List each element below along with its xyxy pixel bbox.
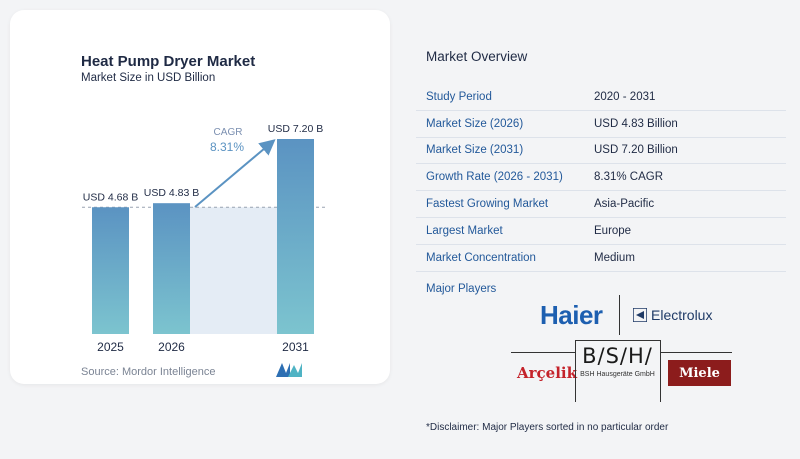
overview-row-value: Asia-Pacific [594, 198, 655, 211]
divider [619, 295, 620, 335]
source-text: Source: Mordor Intelligence [81, 366, 216, 378]
divider [511, 352, 575, 353]
cagr-label: CAGR [214, 127, 243, 138]
overview-row: Market Concentration Medium [416, 245, 786, 272]
disclaimer: *Disclaimer: Major Players sorted in no … [426, 422, 669, 433]
bar-chart: USD 4.68 B 2025 USD 4.83 B 2026 USD 7.20 B 20… [82, 123, 328, 354]
overview-row-label: Fastest Growing Market [426, 198, 549, 211]
overview-row-label: Largest Market [426, 224, 503, 237]
mordor-logo-icon [276, 363, 302, 377]
divider [660, 352, 732, 353]
overview-row-value: USD 7.20 Billion [594, 144, 678, 157]
overview-row-value: 8.31% CAGR [594, 171, 664, 184]
bsh-name: B/S/H/ [582, 344, 653, 368]
divider [575, 340, 661, 341]
tick-label-2031: 2031 [282, 340, 309, 354]
overview-row: Study Period 2020 - 2031 [416, 84, 786, 111]
arcelik-logo: Arçelik [517, 364, 578, 382]
bar-2025 [92, 207, 129, 334]
overview-row-value: Medium [594, 251, 635, 264]
growth-band [190, 207, 277, 334]
data-label-2026: USD 4.83 B [144, 187, 199, 199]
overview-row: Market Size (2031) USD 7.20 Billion [416, 138, 786, 165]
data-label-2031: USD 7.20 B [268, 123, 323, 135]
electrolux-name: Electrolux [651, 307, 713, 323]
overview-row-value: 2020 - 2031 [594, 90, 656, 103]
overview-row-label: Growth Rate (2026 - 2031) [426, 171, 563, 184]
bsh-subtitle: BSH Hausgeräte GmbH [580, 371, 655, 378]
electrolux-icon [633, 308, 647, 322]
overview-row-label: Market Concentration [426, 251, 536, 264]
divider [575, 340, 576, 402]
chart-title: Heat Pump Dryer Market [81, 53, 256, 70]
bar-2026 [153, 203, 190, 334]
haier-logo: Haier [540, 300, 603, 330]
tick-label-2025: 2025 [97, 340, 124, 354]
cagr-value: 8.31% [210, 140, 244, 154]
overview-row-value: USD 4.83 Billion [594, 117, 678, 130]
overview-row-label: Market Size (2031) [426, 144, 524, 157]
data-label-2025: USD 4.68 B [83, 191, 138, 203]
overview-row-label: Market Size (2026) [426, 117, 524, 130]
overview-row-label: Study Period [426, 90, 492, 103]
players-title: Major Players [426, 283, 497, 295]
chart-subtitle: Market Size in USD Billion [81, 72, 216, 84]
cagr-arrow [194, 139, 276, 208]
tick-label-2026: 2026 [158, 340, 185, 354]
overview-row: Fastest Growing Market Asia-Pacific [416, 191, 786, 218]
bsh-logo: B/S/H/ BSH Hausgeräte GmbH [575, 340, 660, 400]
miele-logo: Miele [668, 360, 731, 386]
bar-2031 [277, 139, 314, 334]
electrolux-logo: Electrolux [633, 300, 712, 330]
overview-row: Market Size (2026) USD 4.83 Billion [416, 111, 786, 138]
overview-row-value: Europe [594, 224, 632, 237]
divider [660, 340, 661, 402]
overview-title: Market Overview [426, 49, 528, 64]
overview-table: Study Period 2020 - 2031 Market Size (2026… [416, 84, 786, 272]
overview-row: Growth Rate (2026 - 2031) 8.31% CAGR [416, 164, 786, 192]
overview-row: Largest Market Europe [416, 218, 786, 245]
